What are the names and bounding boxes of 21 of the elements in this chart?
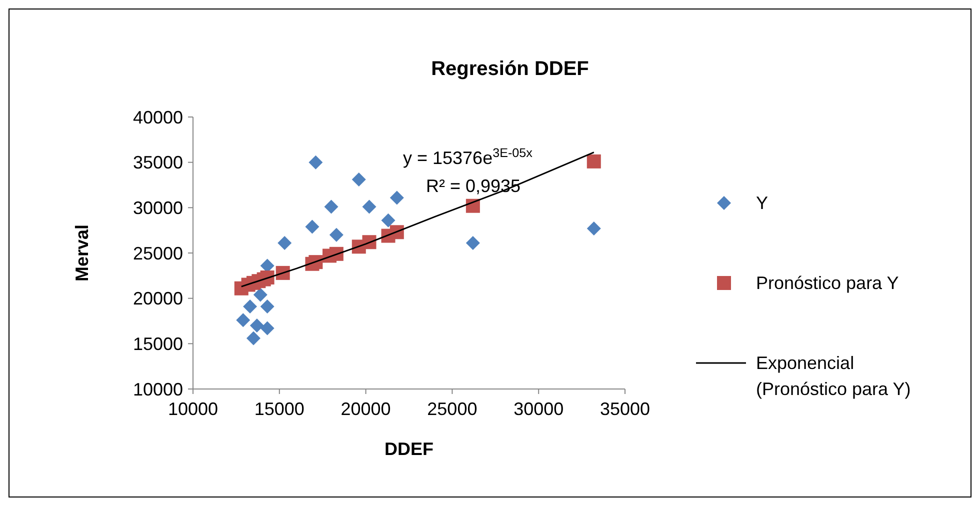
y-tick-label: 35000 xyxy=(132,152,183,173)
annotation: y = 15376e$^{3E-05x}$ xyxy=(403,146,534,168)
y-tick-label: 15000 xyxy=(132,334,183,354)
x-tick-label: 30000 xyxy=(514,399,564,419)
x-tick-label: 10000 xyxy=(168,399,218,419)
x-tick-label: 25000 xyxy=(427,399,478,419)
y-tick-label: 40000 xyxy=(132,107,183,128)
legend-label: Pronóstico para Y xyxy=(756,273,899,293)
legend-label: Y xyxy=(756,193,768,213)
y-tick-label: 30000 xyxy=(132,198,183,218)
chart-title: Regresión DDEF xyxy=(431,58,589,80)
x-tick-label: 20000 xyxy=(340,399,391,419)
y-axis-title: Merval xyxy=(72,224,92,282)
annotation: R² = 0,9935 xyxy=(426,176,521,196)
legend-label: Exponencial (Pronóstico para Y) xyxy=(756,353,911,400)
x-tick-label: 35000 xyxy=(600,399,650,419)
x-tick-label: 15000 xyxy=(254,399,304,419)
x-axis-title: DDEF xyxy=(384,439,434,459)
y-tick-label: 25000 xyxy=(132,243,183,264)
y-tick-label: 10000 xyxy=(132,379,183,400)
y-tick-label: 20000 xyxy=(132,288,183,309)
